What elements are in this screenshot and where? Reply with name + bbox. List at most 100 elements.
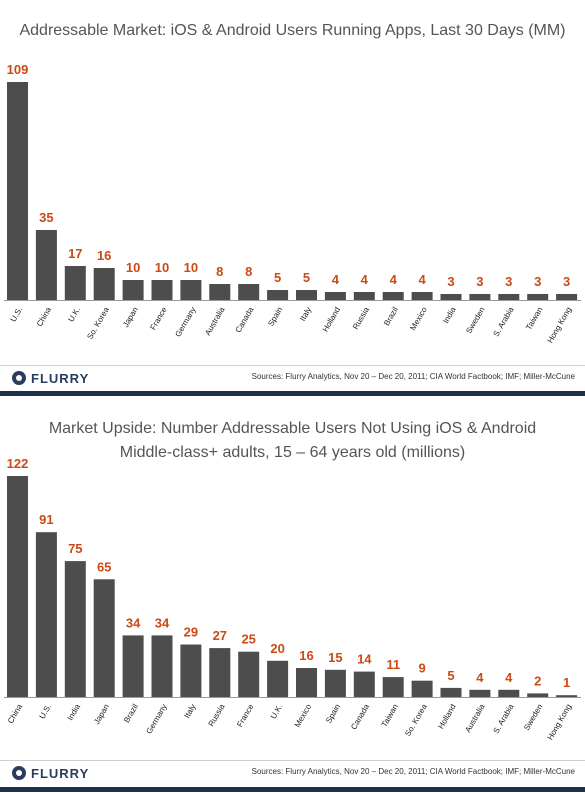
tick-label: Hong Kong — [546, 703, 574, 742]
tick-label: Mexico — [408, 305, 429, 332]
data-label: 4 — [390, 272, 398, 287]
chart-1-footer: FLURRY Sources: Flurry Analytics, Nov 20… — [0, 365, 585, 390]
tick-label: U.S. — [38, 703, 54, 721]
chart-panel-1: Addressable Market: iOS & Android Users … — [0, 22, 585, 396]
data-label: 8 — [245, 264, 252, 279]
bar — [556, 695, 578, 697]
data-label: 4 — [476, 670, 484, 685]
tick-label: Russia — [351, 305, 371, 331]
bar — [382, 677, 404, 697]
data-label: 9 — [418, 661, 425, 676]
data-label: 29 — [184, 625, 198, 640]
chart-1-sources: Sources: Flurry Analytics, Nov 20 – Dec … — [251, 372, 575, 381]
tick-label: S. Arabia — [492, 305, 516, 338]
data-label: 14 — [357, 652, 372, 667]
tick-label: India — [441, 305, 458, 325]
bar — [238, 284, 260, 300]
data-label: 5 — [303, 270, 310, 285]
chart-1-logo-text: FLURRY — [31, 370, 90, 386]
tick-label: Australia — [463, 702, 487, 734]
bar — [469, 294, 491, 300]
tick-label: So. Korea — [85, 305, 111, 341]
bar — [411, 292, 433, 300]
bar — [267, 290, 289, 300]
bar — [180, 644, 202, 697]
data-label: 34 — [126, 615, 141, 630]
chart-1-logo: FLURRY — [12, 370, 89, 386]
data-label: 3 — [563, 274, 570, 289]
bar — [238, 651, 260, 697]
chart-2-logo: FLURRY — [12, 765, 89, 781]
bar — [527, 693, 549, 697]
data-label: 3 — [505, 274, 512, 289]
chart-1-title: Addressable Market: iOS & Android Users … — [19, 22, 566, 39]
tick-label: So. Korea — [403, 702, 429, 738]
data-label: 2 — [534, 673, 541, 688]
tick-label: France — [235, 702, 256, 729]
bar — [324, 669, 346, 697]
chart-2-logo-text: FLURRY — [31, 765, 90, 781]
tick-label: Brazil — [382, 305, 400, 327]
tick-label: Germany — [173, 306, 197, 339]
bar — [122, 280, 144, 300]
data-label: 91 — [39, 512, 53, 527]
bar — [151, 635, 173, 697]
tick-label: China — [35, 305, 54, 328]
bar — [296, 668, 317, 697]
data-label: 10 — [126, 260, 140, 275]
bar — [353, 671, 375, 697]
data-label: 35 — [39, 210, 53, 225]
chart-2-plot: 122China91U.S.75India65Japan34Brazil34Ge… — [4, 456, 581, 742]
data-label: 4 — [361, 272, 369, 287]
tick-label: Canada — [349, 702, 371, 731]
bar — [180, 280, 202, 300]
tick-label: Spain — [324, 703, 342, 725]
tick-label: Australia — [203, 305, 227, 337]
tick-label: Brazil — [122, 702, 140, 724]
chart-2-title: Market Upside: Number Addressable Users … — [48, 420, 537, 437]
data-label: 10 — [155, 260, 169, 275]
chart-2-subtitle: Middle-class+ adults, 15 – 64 years old … — [119, 444, 466, 461]
tick-label: India — [66, 702, 83, 722]
tick-label: Germany — [144, 703, 168, 736]
bar — [324, 292, 346, 300]
tick-label: Russia — [207, 702, 227, 728]
bar — [382, 292, 404, 300]
tick-label: U.S. — [9, 306, 25, 324]
data-label: 15 — [328, 650, 342, 665]
tick-label: Japan — [121, 306, 140, 329]
tick-label: China — [6, 702, 25, 725]
tick-label: Italy — [298, 306, 313, 323]
tick-label: Holland — [436, 703, 457, 731]
tick-label: Spain — [266, 306, 284, 328]
data-label: 3 — [534, 274, 541, 289]
bar — [209, 284, 231, 300]
bar — [35, 230, 57, 300]
bar — [151, 280, 173, 300]
data-label: 3 — [447, 274, 454, 289]
data-label: 34 — [155, 615, 170, 630]
bar — [411, 680, 433, 697]
data-label: 4 — [332, 272, 340, 287]
data-label: 5 — [447, 668, 454, 683]
flurry-logo-icon — [12, 371, 26, 385]
tick-label: Canada — [234, 305, 256, 334]
chart-2-sources: Sources: Flurry Analytics, Nov 20 – Dec … — [251, 767, 575, 776]
chart-1-footer-rule — [0, 391, 585, 396]
bar — [469, 689, 491, 697]
tick-label: Taiwan — [524, 306, 544, 332]
bar — [7, 476, 28, 697]
data-label: 17 — [68, 246, 82, 261]
data-label: 122 — [7, 456, 29, 471]
bar — [440, 687, 462, 697]
bar — [64, 266, 86, 300]
tick-label: Taiwan — [380, 703, 400, 729]
data-label: 27 — [213, 628, 227, 643]
bar — [498, 689, 520, 697]
data-label: 4 — [505, 670, 513, 685]
bar — [296, 290, 317, 300]
tick-label: Sweden — [522, 703, 544, 733]
data-label: 4 — [418, 272, 426, 287]
tick-label: Mexico — [293, 702, 314, 729]
